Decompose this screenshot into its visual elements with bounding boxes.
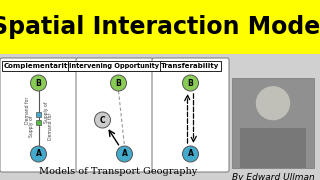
Circle shape [30, 75, 46, 91]
Text: Supply of: Supply of [29, 116, 34, 137]
Ellipse shape [256, 86, 290, 120]
Text: Spatial Interaction Model: Spatial Interaction Model [0, 15, 320, 39]
Text: B: B [188, 78, 193, 87]
FancyBboxPatch shape [0, 58, 77, 172]
Text: Models of Transport Geography: Models of Transport Geography [39, 167, 197, 176]
Bar [36, 120, 41, 125]
Text: By Edward Ullman: By Edward Ullman [232, 173, 314, 180]
Text: Intervening Opportunity: Intervening Opportunity [69, 63, 160, 69]
Text: C: C [100, 116, 105, 125]
FancyBboxPatch shape [152, 58, 229, 172]
Bar [36, 112, 41, 117]
Circle shape [182, 75, 198, 91]
Text: Transferability: Transferability [161, 63, 220, 69]
Bar [232, 78, 314, 168]
FancyBboxPatch shape [76, 58, 153, 172]
Text: Demand for: Demand for [25, 97, 30, 124]
Circle shape [182, 146, 198, 162]
Circle shape [94, 112, 110, 128]
Text: A: A [36, 150, 41, 159]
Text: A: A [122, 150, 127, 159]
Bar [240, 127, 306, 168]
Circle shape [116, 146, 132, 162]
Circle shape [110, 75, 126, 91]
Text: Demand for: Demand for [48, 113, 53, 140]
Text: A: A [188, 150, 193, 159]
Text: B: B [36, 78, 41, 87]
Text: Complementarity: Complementarity [4, 63, 73, 69]
Text: Supply of: Supply of [44, 102, 49, 123]
Text: B: B [116, 78, 121, 87]
Circle shape [30, 146, 46, 162]
